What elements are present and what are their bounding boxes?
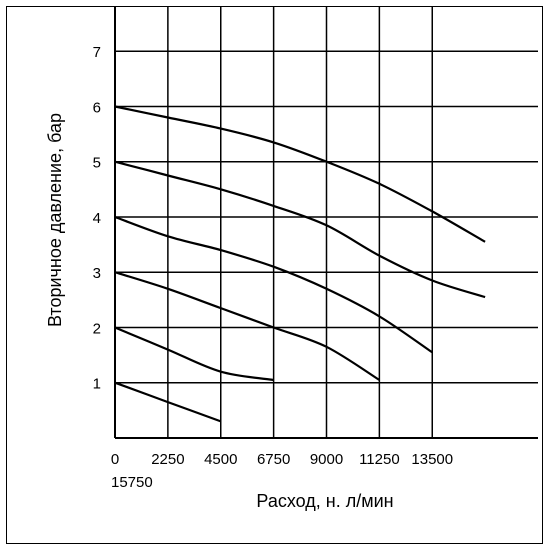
x-tick-label: 0 (111, 451, 119, 468)
x-axis-title: Расход, н. л/мин (256, 491, 393, 511)
x-tick-label: 4500 (204, 451, 237, 468)
chart-frame: 1 2 3 4 5 6 7 0 2250 4500 6750 9000 11250 13500 15750 … (6, 6, 543, 544)
y-tick-label: 1 (93, 376, 101, 393)
x-tick-label: 6750 (257, 451, 290, 468)
series-line-6 (114, 105, 486, 243)
series-line-4 (114, 215, 433, 354)
series-lines (114, 105, 486, 423)
series-line-3 (114, 271, 380, 381)
series-line-5 (114, 160, 486, 299)
series-line-2 (114, 326, 274, 382)
y-tick-label: 2 (93, 320, 101, 337)
x-tick-label: 13500 (411, 451, 453, 468)
y-axis-title: Вторичное давление, бар (45, 113, 65, 327)
x-tick-label: 11250 (359, 451, 400, 468)
axes (114, 7, 538, 439)
x-tick-label: 2250 (151, 451, 184, 468)
series-line-1 (114, 381, 222, 423)
x-tick-label: 9000 (310, 451, 343, 468)
y-tick-label: 7 (93, 44, 101, 61)
grid (115, 7, 538, 438)
y-tick-label: 4 (93, 210, 101, 227)
y-tick-label: 5 (93, 155, 101, 172)
tick-labels: 1 2 3 4 5 6 7 0 2250 4500 6750 9000 11250 13500 15750 (93, 44, 453, 491)
y-tick-label: 6 (93, 99, 101, 116)
y-tick-label: 3 (93, 265, 101, 282)
x-tick-label-extra: 15750 (111, 474, 153, 491)
